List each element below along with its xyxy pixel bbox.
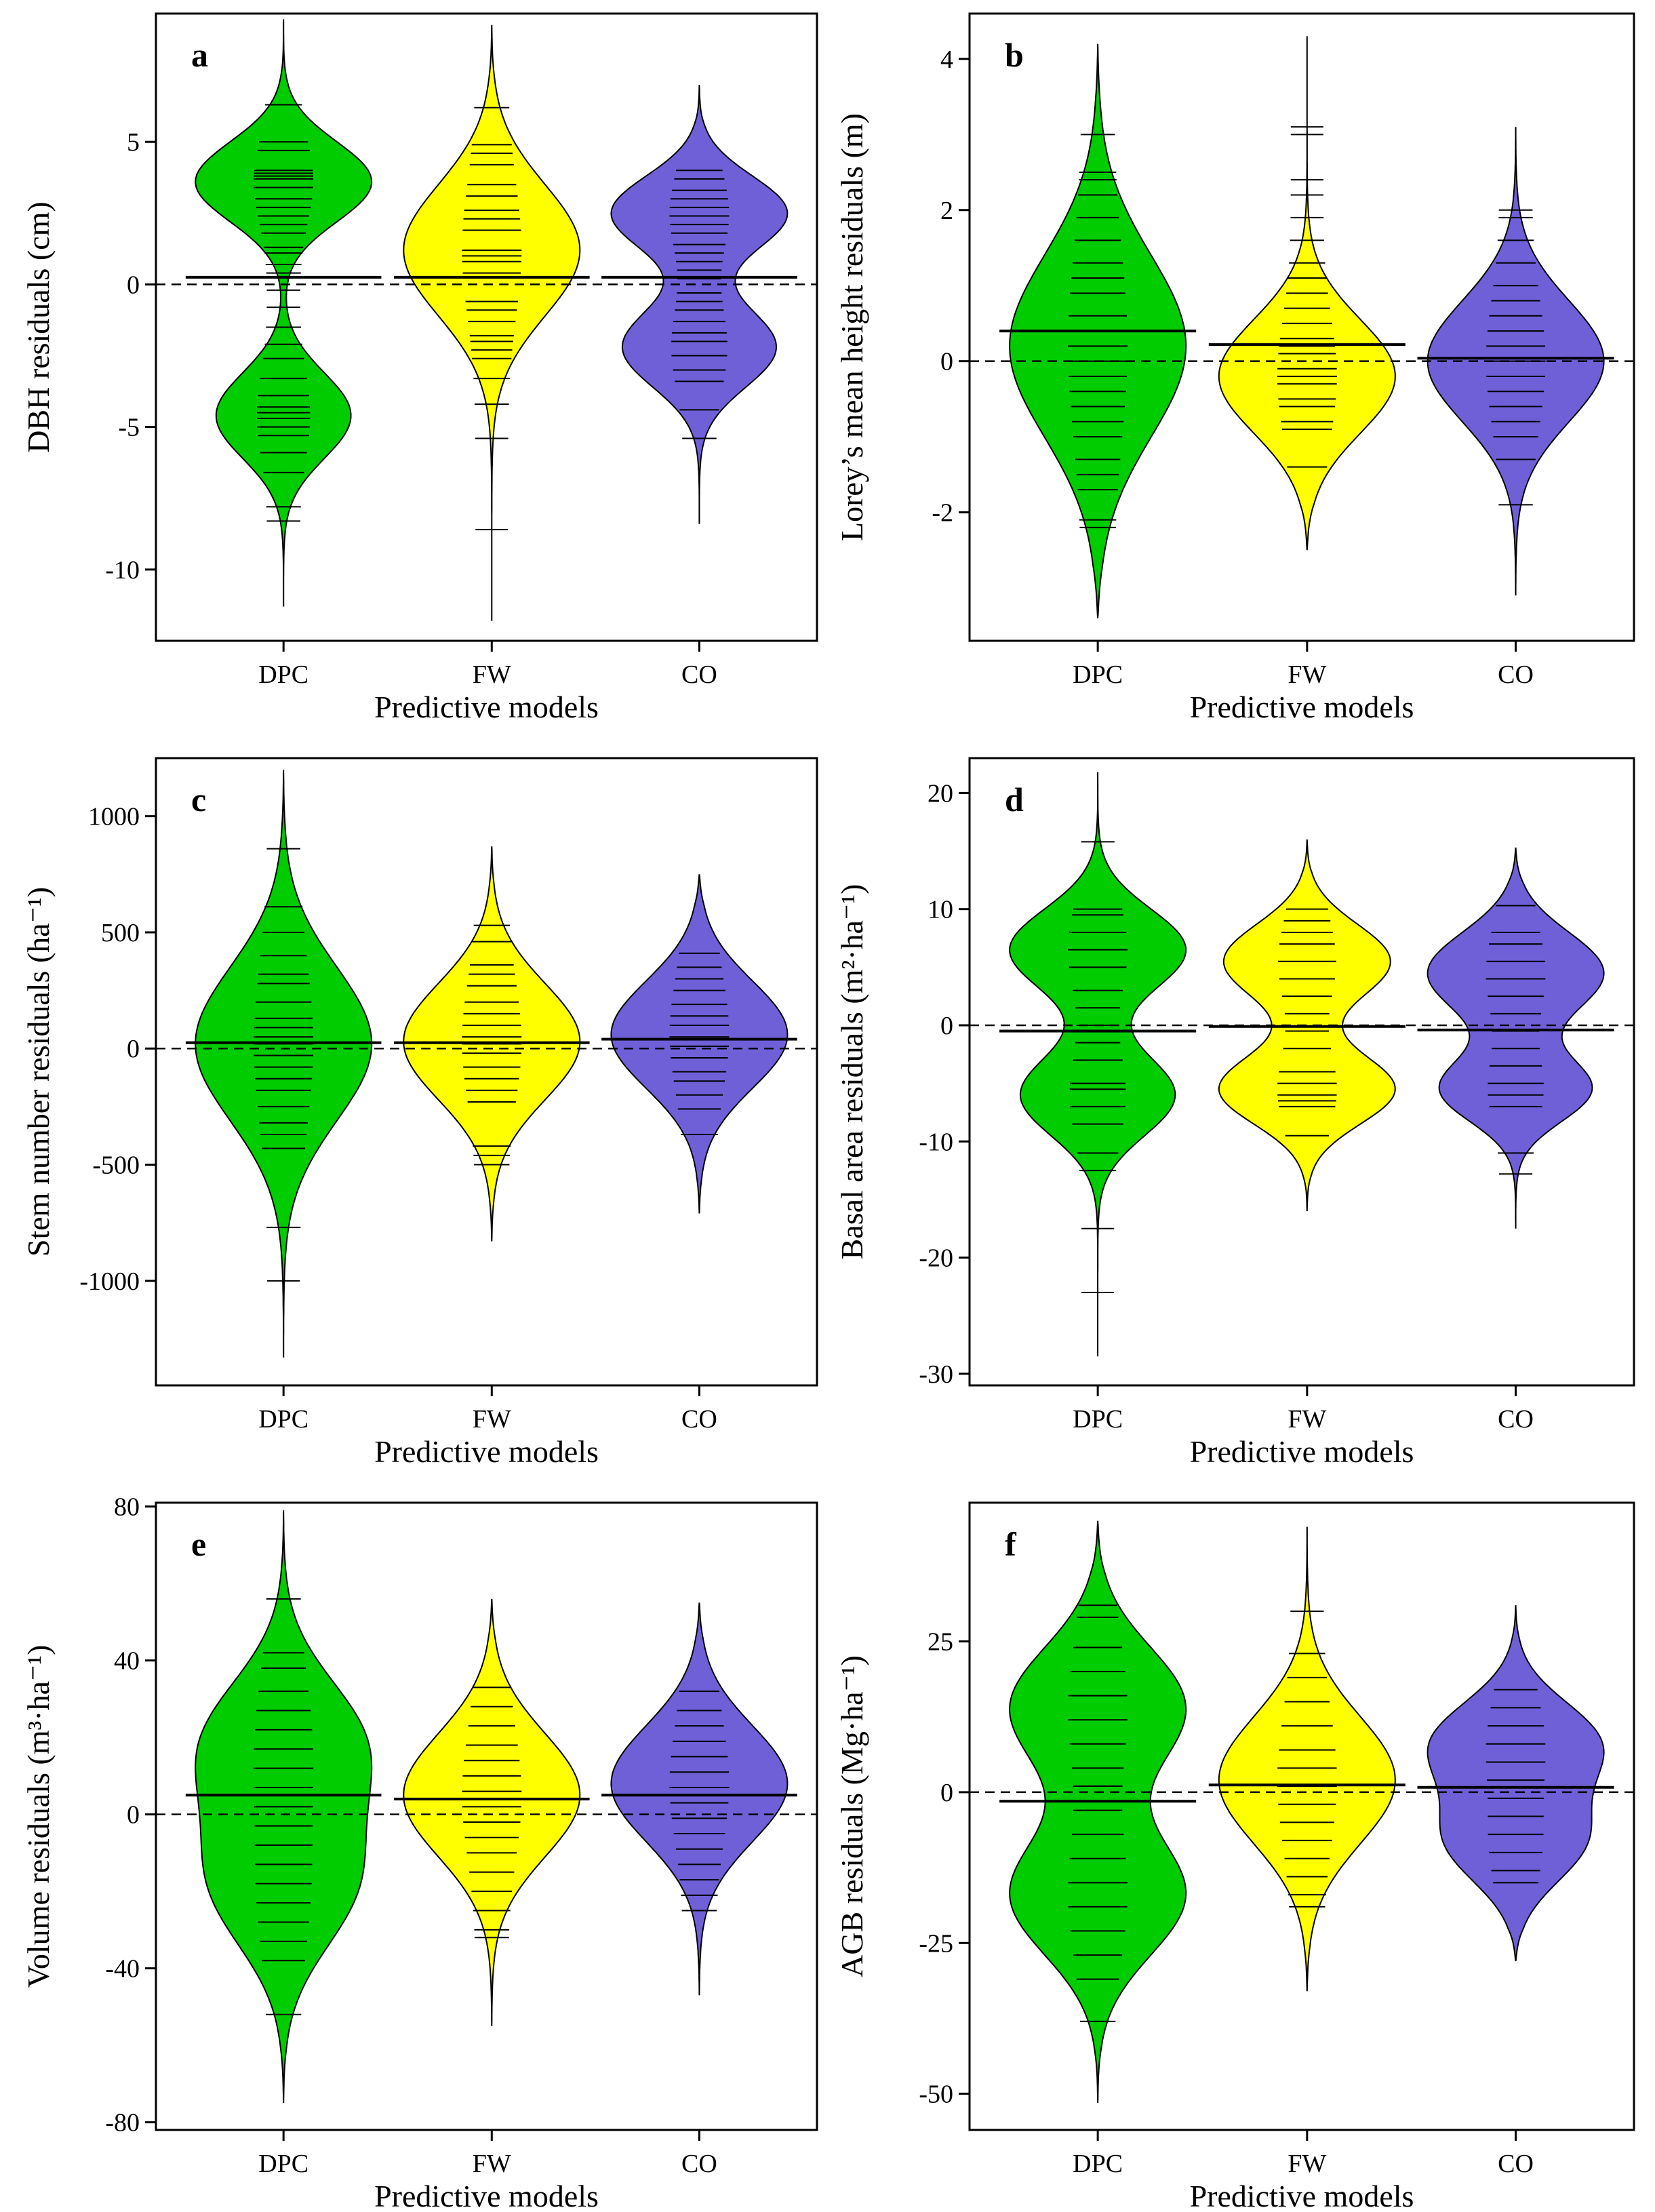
x-tick-label-dpc: DPC [1073, 660, 1123, 689]
y-tick-label: 0 [940, 348, 953, 376]
x-tick-label-co: CO [1498, 660, 1534, 689]
x-axis-title: Predictive models [374, 690, 599, 724]
violin-dpc [195, 770, 373, 1358]
panel-letter: c [191, 781, 206, 818]
panel-d: 20 10 0 -10 -20 -30 DPC FW CO d Predictive models B… [835, 757, 1635, 1469]
panel-e: 80 40 0 -40 -80 DPC FW CO e Predictive models Volu… [21, 1493, 818, 2212]
y-tick-label: -50 [919, 2080, 953, 2109]
panel-letter: f [1005, 1525, 1017, 1563]
violin-co [1427, 847, 1605, 1229]
y-tick-label: 0 [127, 271, 140, 299]
x-tick-label-dpc: DPC [258, 2150, 308, 2178]
y-tick-label: 25 [928, 1628, 953, 1657]
violin-co [610, 874, 789, 1214]
y-tick-label: 0 [127, 1801, 140, 1830]
y-tick-label: 0 [127, 1035, 140, 1063]
x-tick-label-co: CO [681, 660, 717, 689]
x-tick-label-dpc: DPC [258, 1405, 308, 1434]
y-tick-label: -30 [919, 1360, 953, 1389]
x-axis-title: Predictive models [1190, 690, 1414, 724]
plot-frame [968, 12, 1635, 642]
y-tick-label: 20 [928, 779, 953, 808]
y-axis-title: AGB residuals (Mg·ha⁻¹) [835, 1655, 869, 1977]
violin-fw [403, 1598, 581, 2026]
x-tick-label-co: CO [681, 2150, 717, 2178]
y-tick-label: -80 [105, 2109, 140, 2137]
x-tick-label-dpc: DPC [1073, 1405, 1123, 1434]
y-tick-label: 80 [114, 1493, 140, 1522]
violin-co [1427, 1605, 1605, 1962]
y-tick-label: 0 [940, 1012, 953, 1040]
plot-frame [968, 1501, 1635, 2131]
x-tick-label-co: CO [1498, 1405, 1534, 1434]
y-tick-label: -5 [118, 414, 140, 442]
x-tick-label-co: CO [1498, 2150, 1534, 2178]
x-tick-label-fw: FW [473, 660, 511, 689]
y-tick-label: -10 [919, 1128, 953, 1156]
y-tick-label: -20 [919, 1244, 953, 1273]
y-axis-title: DBH residuals (cm) [21, 201, 56, 452]
x-tick-label-dpc: DPC [258, 660, 308, 689]
panel-f: 25 0 -25 -50 DPC FW CO f Predictive models AGB re… [835, 1501, 1635, 2212]
plot-frame [155, 757, 818, 1387]
panel-b: 4 2 0 -2 DPC FW CO b Predictive models Lorey’s me… [835, 12, 1635, 724]
y-tick-label: -40 [105, 1955, 140, 1983]
y-tick-label: 0 [940, 1779, 953, 1807]
x-tick-label-dpc: DPC [1073, 2150, 1123, 2178]
violin-fw [403, 24, 581, 621]
x-tick-label-fw: FW [473, 1405, 511, 1434]
x-tick-label-fw: FW [1288, 1405, 1326, 1434]
x-tick-label-fw: FW [473, 2150, 511, 2178]
y-tick-label: 10 [928, 896, 953, 924]
y-tick-label: -1000 [79, 1267, 140, 1296]
panel-a: 5 0 -5 -10 DPC FW CO a Predictive models DBH resi… [21, 12, 818, 724]
x-axis-title: Predictive models [374, 1434, 599, 1469]
violin-dpc [195, 19, 373, 607]
y-tick-label: 5 [127, 128, 140, 157]
violin-co [610, 85, 789, 524]
panel-letter: b [1005, 36, 1024, 74]
x-axis-title: Predictive models [1190, 2179, 1414, 2212]
x-tick-label-co: CO [681, 1405, 717, 1434]
plot-frame [155, 1501, 818, 2131]
panel-letter: a [191, 36, 208, 74]
y-axis-title: Volume residuals (m³·ha⁻¹) [21, 1645, 56, 1988]
y-tick-label: 40 [114, 1647, 140, 1676]
y-axis-title: Basal area residuals (m²·ha⁻¹) [835, 884, 869, 1260]
x-axis-title: Predictive models [1190, 1434, 1414, 1469]
panel-letter: e [191, 1525, 206, 1563]
y-tick-label: -10 [105, 556, 140, 585]
y-tick-label: -2 [932, 499, 953, 528]
plot-frame [968, 757, 1635, 1387]
plot-frame [155, 12, 818, 642]
x-tick-label-fw: FW [1288, 2150, 1326, 2178]
violin-dpc [1009, 772, 1187, 1357]
panel-c: 1000 500 0 -500 -1000 DPC FW CO c Predictive mode… [21, 757, 818, 1469]
y-tick-label: -500 [92, 1151, 140, 1180]
y-tick-label: 4 [940, 45, 953, 74]
y-axis-title: Stem number residuals (ha⁻¹) [21, 887, 56, 1257]
y-tick-label: -25 [919, 1929, 953, 1958]
violin-fw [1218, 1526, 1396, 1992]
violin-dpc [1009, 1520, 1187, 2104]
x-axis-title: Predictive models [374, 2179, 599, 2212]
y-axis-title: Lorey’s mean height residuals (m) [835, 113, 869, 541]
y-tick-label: 2 [940, 197, 953, 225]
y-tick-label: 500 [101, 919, 140, 947]
violin-co [610, 1602, 789, 1996]
panel-letter: d [1005, 781, 1024, 818]
y-tick-label: 1000 [88, 803, 140, 831]
x-tick-label-fw: FW [1288, 660, 1326, 689]
